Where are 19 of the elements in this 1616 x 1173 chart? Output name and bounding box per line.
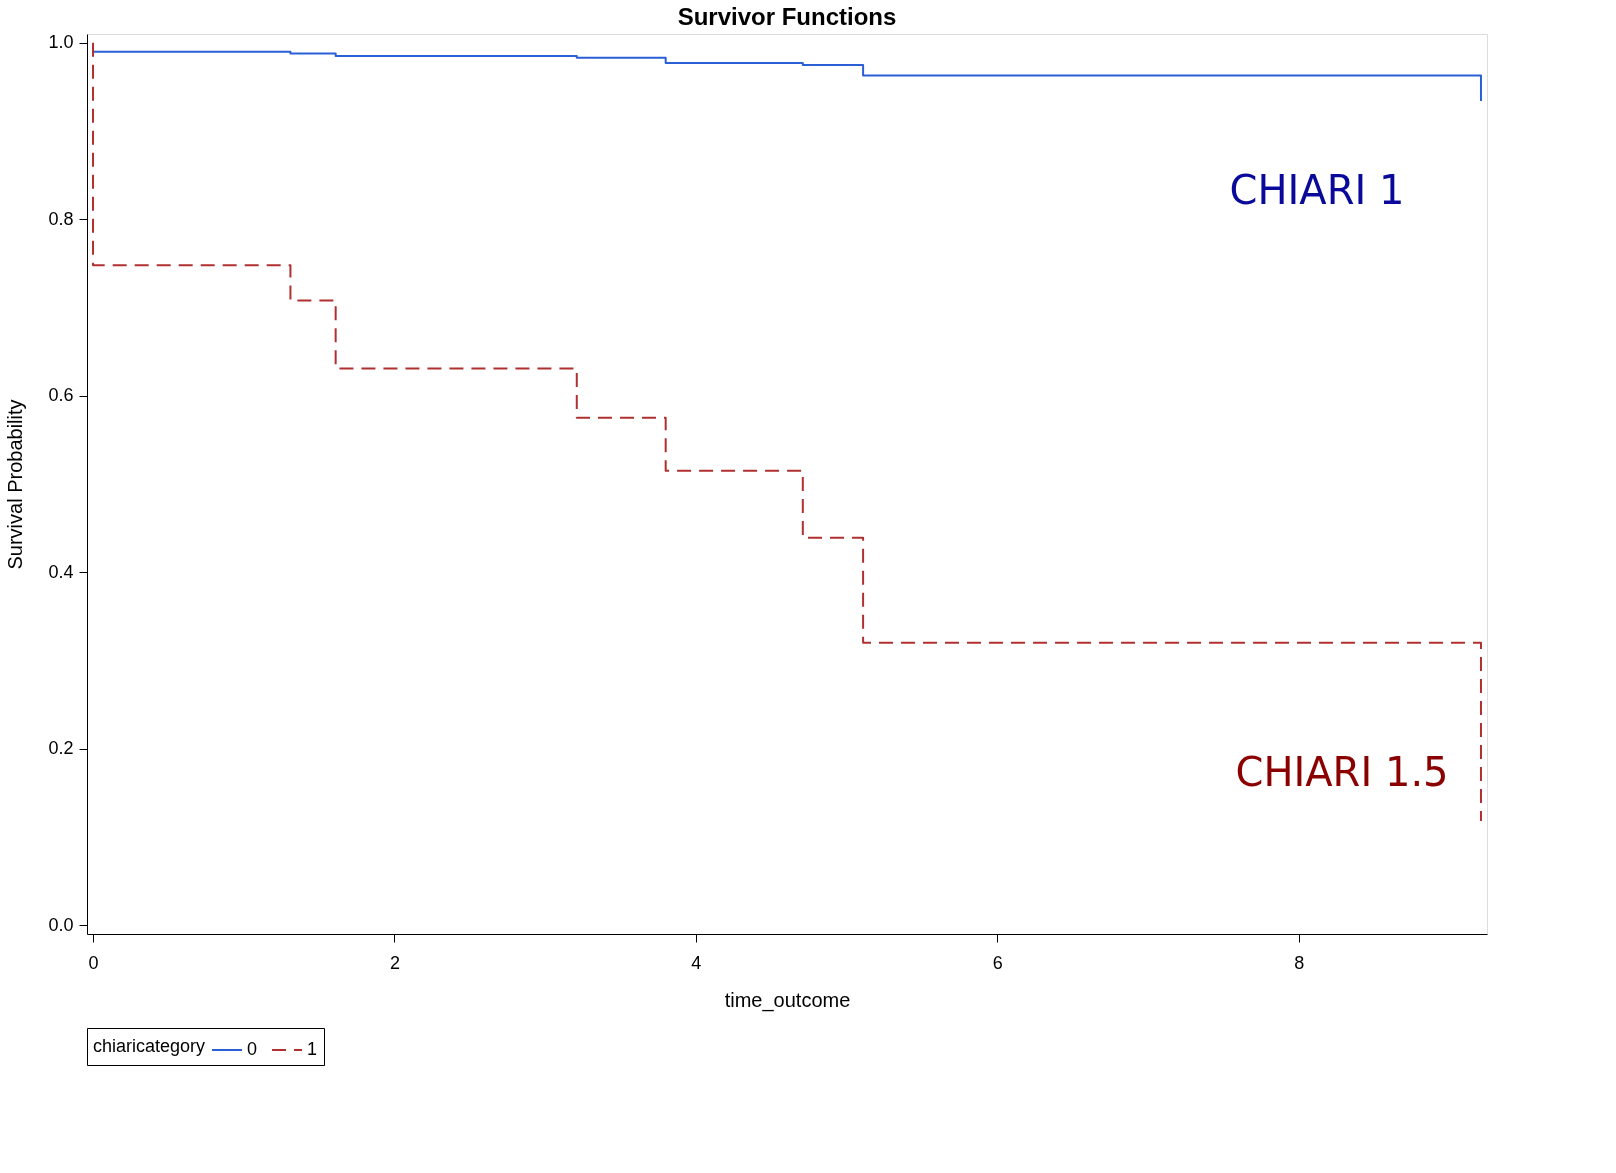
y-tick-label: 1.0 [48,32,74,53]
x-tick-label: 4 [691,952,702,973]
legend-title: chiaricategory [93,1036,206,1056]
x-tick-label: 8 [1294,952,1305,973]
y-tick-label: 0.4 [48,561,74,582]
y-tick-label: 0.6 [48,385,74,406]
y-tick-label: 0.0 [48,914,74,935]
annotation: CHIARI 1.5 [1235,749,1449,795]
y-tick-label: 0.2 [48,738,74,759]
y-axis-title: Survival Probability [4,399,27,570]
x-tick-label: 2 [389,952,400,973]
x-tick-label: 6 [992,952,1003,973]
x-axis-title: time_outcome [724,988,851,1012]
x-tick-label: 0 [88,952,99,973]
chart-title: Survivor Functions [677,2,897,30]
legend-label: 1 [307,1039,318,1059]
y-tick-label: 0.8 [48,208,74,229]
annotation: CHIARI 1 [1229,167,1405,213]
legend-label: 0 [247,1039,258,1059]
